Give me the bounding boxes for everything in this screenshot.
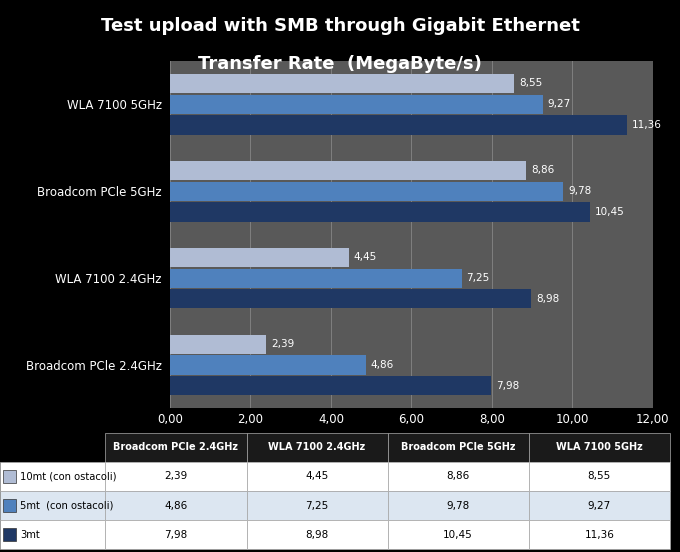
FancyBboxPatch shape: [246, 462, 388, 491]
FancyBboxPatch shape: [388, 520, 528, 549]
FancyBboxPatch shape: [388, 462, 528, 491]
Text: Transfer Rate  (MegaByte/s): Transfer Rate (MegaByte/s): [198, 55, 482, 73]
Text: 5mt  (con ostacoli): 5mt (con ostacoli): [20, 501, 114, 511]
Text: 10mt (con ostacoli): 10mt (con ostacoli): [20, 471, 117, 481]
Text: 11,36: 11,36: [632, 120, 662, 130]
Bar: [170, 376, 491, 395]
Text: 9,78: 9,78: [447, 501, 470, 511]
FancyBboxPatch shape: [105, 520, 246, 549]
FancyBboxPatch shape: [3, 470, 16, 483]
FancyBboxPatch shape: [388, 491, 528, 520]
FancyBboxPatch shape: [0, 462, 105, 491]
Text: 4,86: 4,86: [165, 501, 188, 511]
Text: 2,39: 2,39: [271, 339, 294, 349]
FancyBboxPatch shape: [528, 520, 670, 549]
Text: Broadcom PCle 5GHz: Broadcom PCle 5GHz: [401, 442, 515, 452]
FancyBboxPatch shape: [388, 433, 528, 462]
Text: 4,45: 4,45: [305, 471, 328, 481]
Text: 3mt: 3mt: [20, 530, 40, 540]
Bar: [170, 161, 526, 180]
Bar: [170, 203, 590, 221]
Text: 7,25: 7,25: [466, 273, 490, 283]
Text: Test upload with SMB through Gigabit Ethernet: Test upload with SMB through Gigabit Eth…: [101, 17, 579, 35]
Bar: [170, 94, 543, 114]
FancyBboxPatch shape: [3, 528, 16, 542]
Text: 4,45: 4,45: [354, 252, 377, 262]
Text: 8,86: 8,86: [447, 471, 470, 481]
Bar: [170, 182, 564, 201]
Text: Broadcom PCle 2.4GHz: Broadcom PCle 2.4GHz: [114, 442, 239, 452]
FancyBboxPatch shape: [246, 491, 388, 520]
Text: 7,98: 7,98: [496, 381, 519, 391]
Text: 10,45: 10,45: [443, 530, 473, 540]
Bar: [170, 335, 266, 354]
Text: 10,45: 10,45: [595, 207, 625, 217]
FancyBboxPatch shape: [0, 491, 105, 520]
Text: 11,36: 11,36: [584, 530, 614, 540]
FancyBboxPatch shape: [246, 520, 388, 549]
Text: 8,98: 8,98: [536, 294, 560, 304]
Bar: [170, 248, 349, 267]
Text: 9,78: 9,78: [568, 186, 592, 196]
FancyBboxPatch shape: [528, 433, 670, 462]
FancyBboxPatch shape: [3, 499, 16, 512]
Bar: [170, 74, 514, 93]
Text: 9,27: 9,27: [588, 501, 611, 511]
Text: 8,55: 8,55: [519, 78, 542, 88]
Bar: [170, 355, 366, 375]
Text: WLA 7100 5GHz: WLA 7100 5GHz: [556, 442, 643, 452]
FancyBboxPatch shape: [0, 520, 105, 549]
Text: WLA 7100 2.4GHz: WLA 7100 2.4GHz: [269, 442, 366, 452]
FancyBboxPatch shape: [105, 433, 246, 462]
Text: 2,39: 2,39: [165, 471, 188, 481]
FancyBboxPatch shape: [105, 462, 246, 491]
Text: 8,55: 8,55: [588, 471, 611, 481]
FancyBboxPatch shape: [528, 462, 670, 491]
FancyBboxPatch shape: [246, 433, 388, 462]
Bar: [170, 115, 627, 135]
Bar: [170, 289, 531, 309]
Text: 9,27: 9,27: [548, 99, 571, 109]
FancyBboxPatch shape: [105, 491, 246, 520]
Bar: [170, 268, 462, 288]
Text: 7,25: 7,25: [305, 501, 328, 511]
Text: 8,86: 8,86: [531, 165, 555, 176]
Text: 4,86: 4,86: [371, 360, 394, 370]
FancyBboxPatch shape: [528, 491, 670, 520]
Text: 7,98: 7,98: [165, 530, 188, 540]
Text: 8,98: 8,98: [305, 530, 328, 540]
